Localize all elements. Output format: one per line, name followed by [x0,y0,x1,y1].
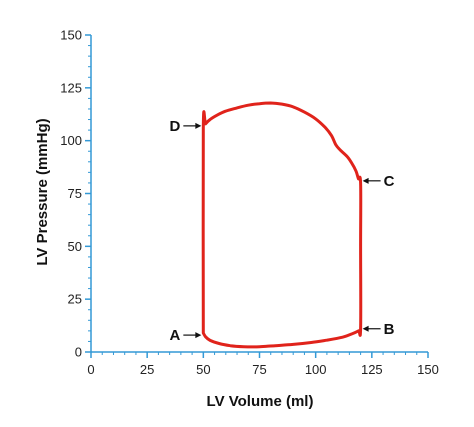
annotation-arrow-head [362,325,369,332]
annotation-c: C [362,173,395,190]
annotation-arrow-head [195,122,202,129]
annotation-a: A [169,327,202,344]
x-axis-title: LV Volume (ml) [207,393,314,410]
x-tick-label: 100 [305,362,327,377]
annotation-arrow-head [195,332,202,339]
x-tick-label: 150 [417,362,439,377]
y-tick-label: 50 [68,239,82,254]
annotation-label: A [169,327,180,344]
y-tick-label: 125 [60,80,82,95]
x-tick-label: 0 [87,362,94,377]
x-tick-label: 125 [361,362,383,377]
y-axis-title: LV Pressure (mmHg) [34,118,51,265]
y-tick-label: 25 [68,292,82,307]
annotation-label: C [384,173,395,190]
y-tick-label: 150 [60,28,82,43]
y-tick-label: 75 [68,186,82,201]
x-axis: 0 25 50 75 100 125 150 [87,351,439,377]
annotation-d: D [169,118,202,135]
x-tick-label: 75 [252,362,266,377]
y-tick-label: 100 [60,133,82,148]
x-tick-label: 25 [140,362,154,377]
annotation-b: B [362,321,395,338]
annotation-label: B [384,321,395,338]
annotation-arrow-head [362,177,369,184]
annotation-layer: A B C D [169,118,394,344]
annotation-label: D [169,118,180,135]
series-layer [201,101,363,349]
y-tick-label: 0 [75,345,82,360]
pv-loop-line [201,101,363,349]
y-axis: 0 25 50 75 100 125 150 [60,28,92,360]
x-tick-label: 50 [196,362,210,377]
